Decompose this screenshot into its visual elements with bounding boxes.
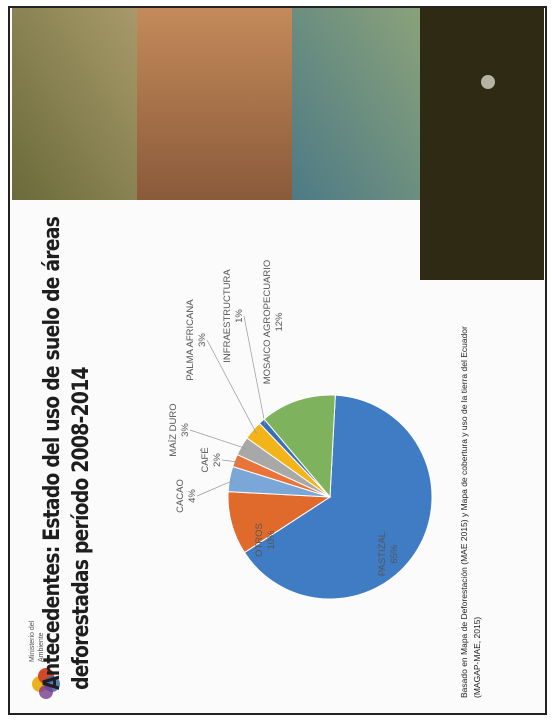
slice-label: OTROS [254,523,265,557]
leader-line [206,339,257,434]
pie-slice [263,394,336,499]
slice-value-label: 4% [187,489,198,503]
photo [292,8,420,200]
slice-value-label: 3% [180,423,191,437]
satellite-spot [481,75,495,89]
logo [32,668,60,699]
satellite-image [420,8,544,280]
leader-line [189,429,247,449]
slice-value-label: 65% [389,544,400,564]
slice-label: PALMA AFRICANA [185,299,196,381]
slice-value-label: 2% [212,453,223,467]
footnote: Basado en Mapa de Deforestación (MAE 201… [459,326,482,698]
slice-value-label: 10% [266,530,277,550]
leader-line [221,459,240,463]
slice-label: MAÍZ DURO [168,403,179,456]
slice-label: PASTIZAL [377,532,388,576]
slice-label: CAFÉ [200,447,211,472]
leader-line [196,479,235,497]
photo [137,8,292,200]
slide-title: Antecedentes: Estado del uso de suelo de… [40,216,94,690]
leader-line [243,315,266,426]
slice-label: CACAO [175,479,186,513]
pie-slice [243,394,433,600]
slice-label: MOSAICO AGROPECUARIO [262,260,273,385]
photo [12,8,137,200]
slice-value-label: 1% [234,309,245,323]
pie-chart: PASTIZAL 65% OTROS 10% CACAO 4% CAFÉ 2% MAÍZ DUR… [168,260,433,600]
slice-label: INFRAESTRUCTURA [222,269,233,363]
slice-value-label: 12% [274,312,285,332]
slice-value-label: 3% [197,333,208,347]
